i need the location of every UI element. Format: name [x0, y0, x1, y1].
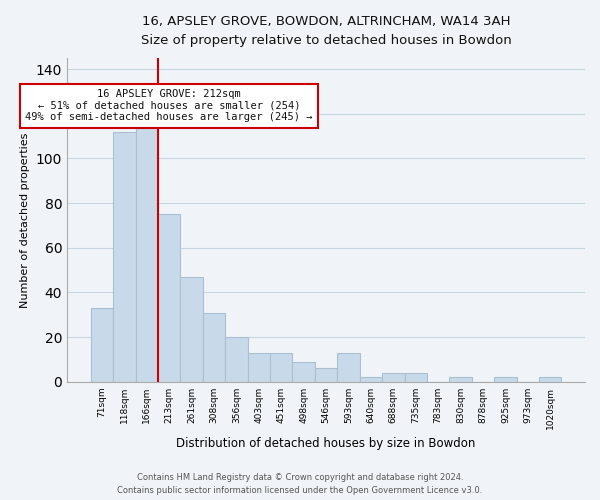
Bar	[539, 378, 562, 382]
Bar	[404, 373, 427, 382]
X-axis label: Distribution of detached houses by size in Bowdon: Distribution of detached houses by size …	[176, 437, 476, 450]
Bar	[91, 308, 113, 382]
Bar	[248, 353, 270, 382]
Bar	[292, 362, 315, 382]
Bar	[136, 125, 158, 382]
Bar	[225, 337, 248, 382]
Text: Contains HM Land Registry data © Crown copyright and database right 2024.
Contai: Contains HM Land Registry data © Crown c…	[118, 474, 482, 495]
Bar	[494, 378, 517, 382]
Bar	[270, 353, 292, 382]
Y-axis label: Number of detached properties: Number of detached properties	[20, 132, 31, 308]
Bar	[158, 214, 181, 382]
Text: 16 APSLEY GROVE: 212sqm
← 51% of detached houses are smaller (254)
49% of semi-d: 16 APSLEY GROVE: 212sqm ← 51% of detache…	[25, 89, 313, 122]
Bar	[113, 132, 136, 382]
Bar	[382, 373, 404, 382]
Bar	[203, 312, 225, 382]
Bar	[360, 378, 382, 382]
Bar	[181, 277, 203, 382]
Bar	[315, 368, 337, 382]
Bar	[449, 378, 472, 382]
Bar	[337, 353, 360, 382]
Title: 16, APSLEY GROVE, BOWDON, ALTRINCHAM, WA14 3AH
Size of property relative to deta: 16, APSLEY GROVE, BOWDON, ALTRINCHAM, WA…	[141, 15, 511, 47]
